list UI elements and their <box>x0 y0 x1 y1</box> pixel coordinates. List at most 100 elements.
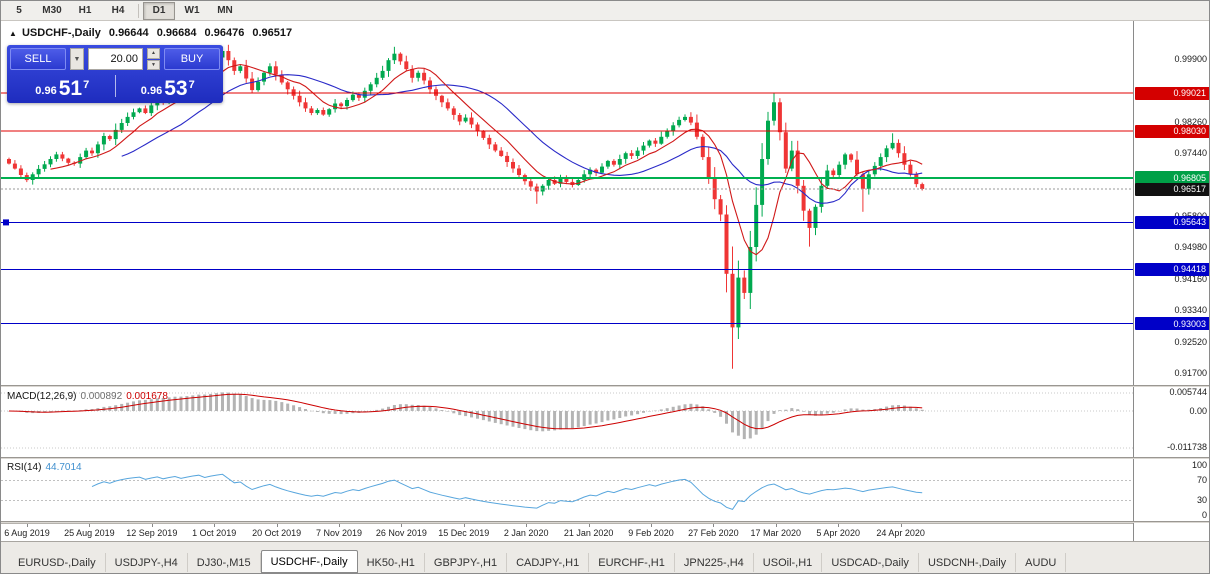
price-line-tag: 0.94418 <box>1135 262 1209 276</box>
date-tick <box>276 524 278 527</box>
sell-price-pip: 7 <box>83 79 90 91</box>
macd-rsi-separator[interactable] <box>1 457 1209 459</box>
rsi-name: RSI(14) <box>7 462 42 473</box>
price-line-tag: 0.93003 <box>1135 317 1209 330</box>
date-tick <box>588 524 590 527</box>
ohlc-open: 0.96644 <box>108 27 149 39</box>
ohlc-close: 0.96517 <box>252 27 293 39</box>
buy-price-main: 53 <box>164 77 188 100</box>
date-tick <box>713 524 715 527</box>
date-tick <box>900 524 902 527</box>
timeframe-button-m30[interactable]: M30 <box>42 5 62 16</box>
date-tick <box>463 524 465 527</box>
date-label: 6 Aug 2019 <box>4 528 50 538</box>
buy-price[interactable]: 0.96 53 7 <box>116 72 221 100</box>
price-scale-label: 0.94160 <box>1174 273 1207 284</box>
rsi-indicator-label: RSI(14) 44.7014 <box>7 462 82 473</box>
price-scale-label: 0.93340 <box>1174 305 1207 316</box>
price-line-tag: 0.98030 <box>1135 124 1209 138</box>
date-tick <box>214 524 216 527</box>
price-divider <box>114 75 116 97</box>
date-label: 7 Nov 2019 <box>315 528 363 538</box>
rsi-scale-label: 100 <box>1191 459 1207 470</box>
date-tick <box>89 524 91 527</box>
macd-signal-value: 0.001678 <box>126 391 168 402</box>
timeframe-button-d1[interactable]: D1 <box>143 1 175 20</box>
date-tick <box>775 524 777 527</box>
bottom-tab-eurchf-h1[interactable]: EURCHF-,H1 <box>589 553 675 572</box>
bottom-tab-gbpjpy-h1[interactable]: GBPJPY-,H1 <box>425 553 508 572</box>
date-tick <box>526 524 528 527</box>
sell-price-prefix: 0.96 <box>35 85 57 97</box>
bottom-tab-cadjpy-h1[interactable]: CADJPY-,H1 <box>507 553 590 572</box>
rsi-scale-label: 70 <box>1196 474 1207 485</box>
rsi-indicator-chart[interactable] <box>1 459 1133 523</box>
bottom-tab-eurusd-daily[interactable]: EURUSD-,Daily <box>9 553 106 572</box>
bottom-tab-usdcnh-daily[interactable]: USDCNH-,Daily <box>919 553 1017 572</box>
bottom-tab-usoil-h1[interactable]: USOil-,H1 <box>754 553 823 572</box>
trade-panel-controls: SELL ▼ 20.00 ▲ ▼ BUY <box>10 48 220 70</box>
volume-decrease-button[interactable]: ▼ <box>147 59 160 70</box>
macd-name: MACD(12,26,9) <box>7 391 77 402</box>
bottom-tab-usdchf-daily[interactable]: USDCHF-,Daily <box>260 550 358 573</box>
chart-title: USDCHF-,Daily <box>21 27 101 39</box>
price-scale-label: 0.91700 <box>1174 367 1207 378</box>
price-line-tag: 0.95643 <box>1135 215 1209 229</box>
bottom-tab-audu[interactable]: AUDU <box>1016 553 1067 572</box>
buy-button[interactable]: BUY <box>164 48 220 70</box>
bottom-tab-jpn225-h4[interactable]: JPN225-,H4 <box>675 553 754 572</box>
timeframe-button-5[interactable]: 5 <box>16 5 22 16</box>
date-tick <box>339 524 340 527</box>
bottom-tab-usdcad-daily[interactable]: USDCAD-,Daily <box>822 553 919 572</box>
timeframe-button-h1[interactable]: H1 <box>78 5 92 16</box>
sell-price[interactable]: 0.96 51 7 <box>10 72 115 100</box>
date-axis[interactable]: 6 Aug 2019 25 Aug 2019 12 Sep 2019 1 Oct 20… <box>1 523 1133 542</box>
macd-indicator-chart[interactable] <box>1 387 1133 457</box>
rsi-value: 44.7014 <box>45 462 82 473</box>
volume-spinner: ▲ ▼ <box>147 48 160 70</box>
bottom-tab-hk50-h1[interactable]: HK50-,H1 <box>358 553 425 572</box>
bottom-tab-usdjpy-h4[interactable]: USDJPY-,H4 <box>106 553 188 572</box>
price-scale[interactable]: 0.999000.982600.974400.958000.949800.941… <box>1133 21 1209 541</box>
price-line-tag: 0.99021 <box>1135 86 1209 100</box>
volume-input[interactable]: 20.00 <box>88 48 143 70</box>
price-scale-label: 0.92520 <box>1174 336 1207 347</box>
price-scale-label: 0.94980 <box>1174 242 1207 253</box>
trade-panel-prices: 0.96 51 7 0.96 53 7 <box>10 72 220 100</box>
chart-macd-separator[interactable] <box>1 385 1209 387</box>
date-label: 9 Feb 2020 <box>628 528 674 538</box>
buy-price-pip: 7 <box>188 79 195 91</box>
timeframe-button-mn[interactable]: MN <box>217 5 233 16</box>
date-label: 26 Nov 2019 <box>375 528 427 538</box>
date-label: 12 Sep 2019 <box>126 528 178 538</box>
bottom-tab-dj30-m15[interactable]: DJ30-,M15 <box>188 553 261 572</box>
rsi-scale-label: 0 <box>1201 510 1207 521</box>
main-price-chart[interactable] <box>1 21 1133 385</box>
sell-price-main: 51 <box>58 77 83 100</box>
date-label: 27 Feb 2020 <box>688 528 739 538</box>
timeframe-button-h4[interactable]: H4 <box>111 5 125 16</box>
buy-price-prefix: 0.96 <box>140 85 163 97</box>
chart-marker-icon: ▲ <box>9 29 17 38</box>
chart-symbol-header: ▲ USDCHF-,Daily 0.96644 0.96684 0.96476 … <box>9 27 292 39</box>
volume-increase-button[interactable]: ▲ <box>147 48 160 59</box>
date-label: 25 Aug 2019 <box>64 528 115 538</box>
timeframe-button-w1[interactable]: W1 <box>184 5 200 16</box>
date-label: 17 Mar 2020 <box>750 528 802 538</box>
macd-scale-label: 0.005744 <box>1169 387 1207 398</box>
date-tick <box>27 524 28 527</box>
macd-scale-label: 0.00 <box>1189 405 1207 416</box>
macd-indicator-label: MACD(12,26,9) 0.000892 0.001678 <box>7 391 168 402</box>
date-label: 21 Jan 2020 <box>563 528 614 538</box>
date-label: 2 Jan 2020 <box>503 528 549 538</box>
date-tick <box>651 524 652 527</box>
volume-dropdown-button[interactable]: ▼ <box>70 48 84 70</box>
rsi-scale-label: 30 <box>1196 495 1207 506</box>
sell-button[interactable]: SELL <box>10 48 66 70</box>
rsi-axis-separator <box>1 521 1209 523</box>
date-tick <box>838 524 840 527</box>
price-scale-label: 0.99900 <box>1174 54 1207 64</box>
date-tick <box>401 524 403 527</box>
date-tick <box>151 524 153 527</box>
